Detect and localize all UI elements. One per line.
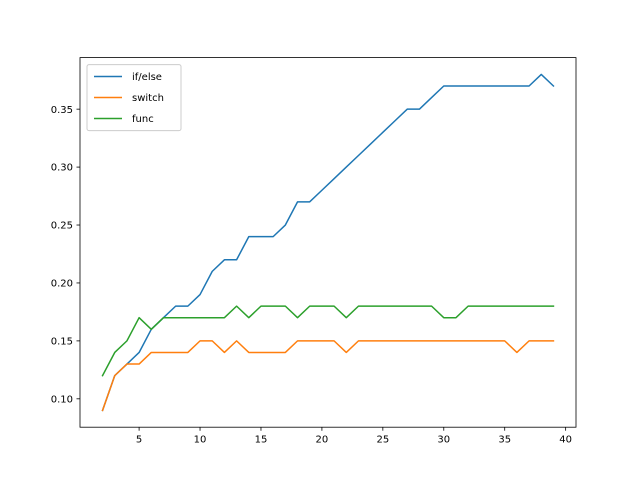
legend-label: func	[132, 114, 154, 125]
x-tick-label: 30	[437, 435, 450, 446]
legend-label: if/else	[132, 72, 162, 83]
legend: if/else switch func	[86, 64, 182, 132]
series-line-func	[101, 305, 555, 377]
x-tick-label: 15	[255, 435, 268, 446]
y-tick-label: 0.20	[51, 279, 73, 290]
y-axis: 0.10 0.15 0.20 0.25 0.30 0.35	[51, 105, 80, 405]
x-tick-label: 5	[136, 435, 142, 446]
legend-items: if/else switch func	[94, 72, 164, 125]
legend-label: switch	[132, 93, 164, 104]
x-tick-label: 10	[194, 435, 207, 446]
y-tick-label: 0.25	[51, 221, 73, 232]
series-line-if-else	[101, 73, 555, 412]
x-tick-label: 25	[376, 435, 389, 446]
y-tick-label: 0.35	[51, 105, 73, 116]
x-tick-label: 20	[316, 435, 329, 446]
x-axis: 5 10 15 20 25 30 35 40	[136, 427, 572, 446]
plot-frame	[79, 57, 577, 428]
y-tick-label: 0.30	[51, 163, 73, 174]
y-tick-label: 0.10	[51, 394, 73, 405]
legend-box	[86, 64, 182, 132]
series-line-switch	[101, 340, 555, 412]
x-tick-label: 40	[559, 435, 572, 446]
series-layer	[101, 73, 555, 412]
x-tick-label: 35	[498, 435, 511, 446]
y-tick-label: 0.15	[51, 336, 73, 347]
